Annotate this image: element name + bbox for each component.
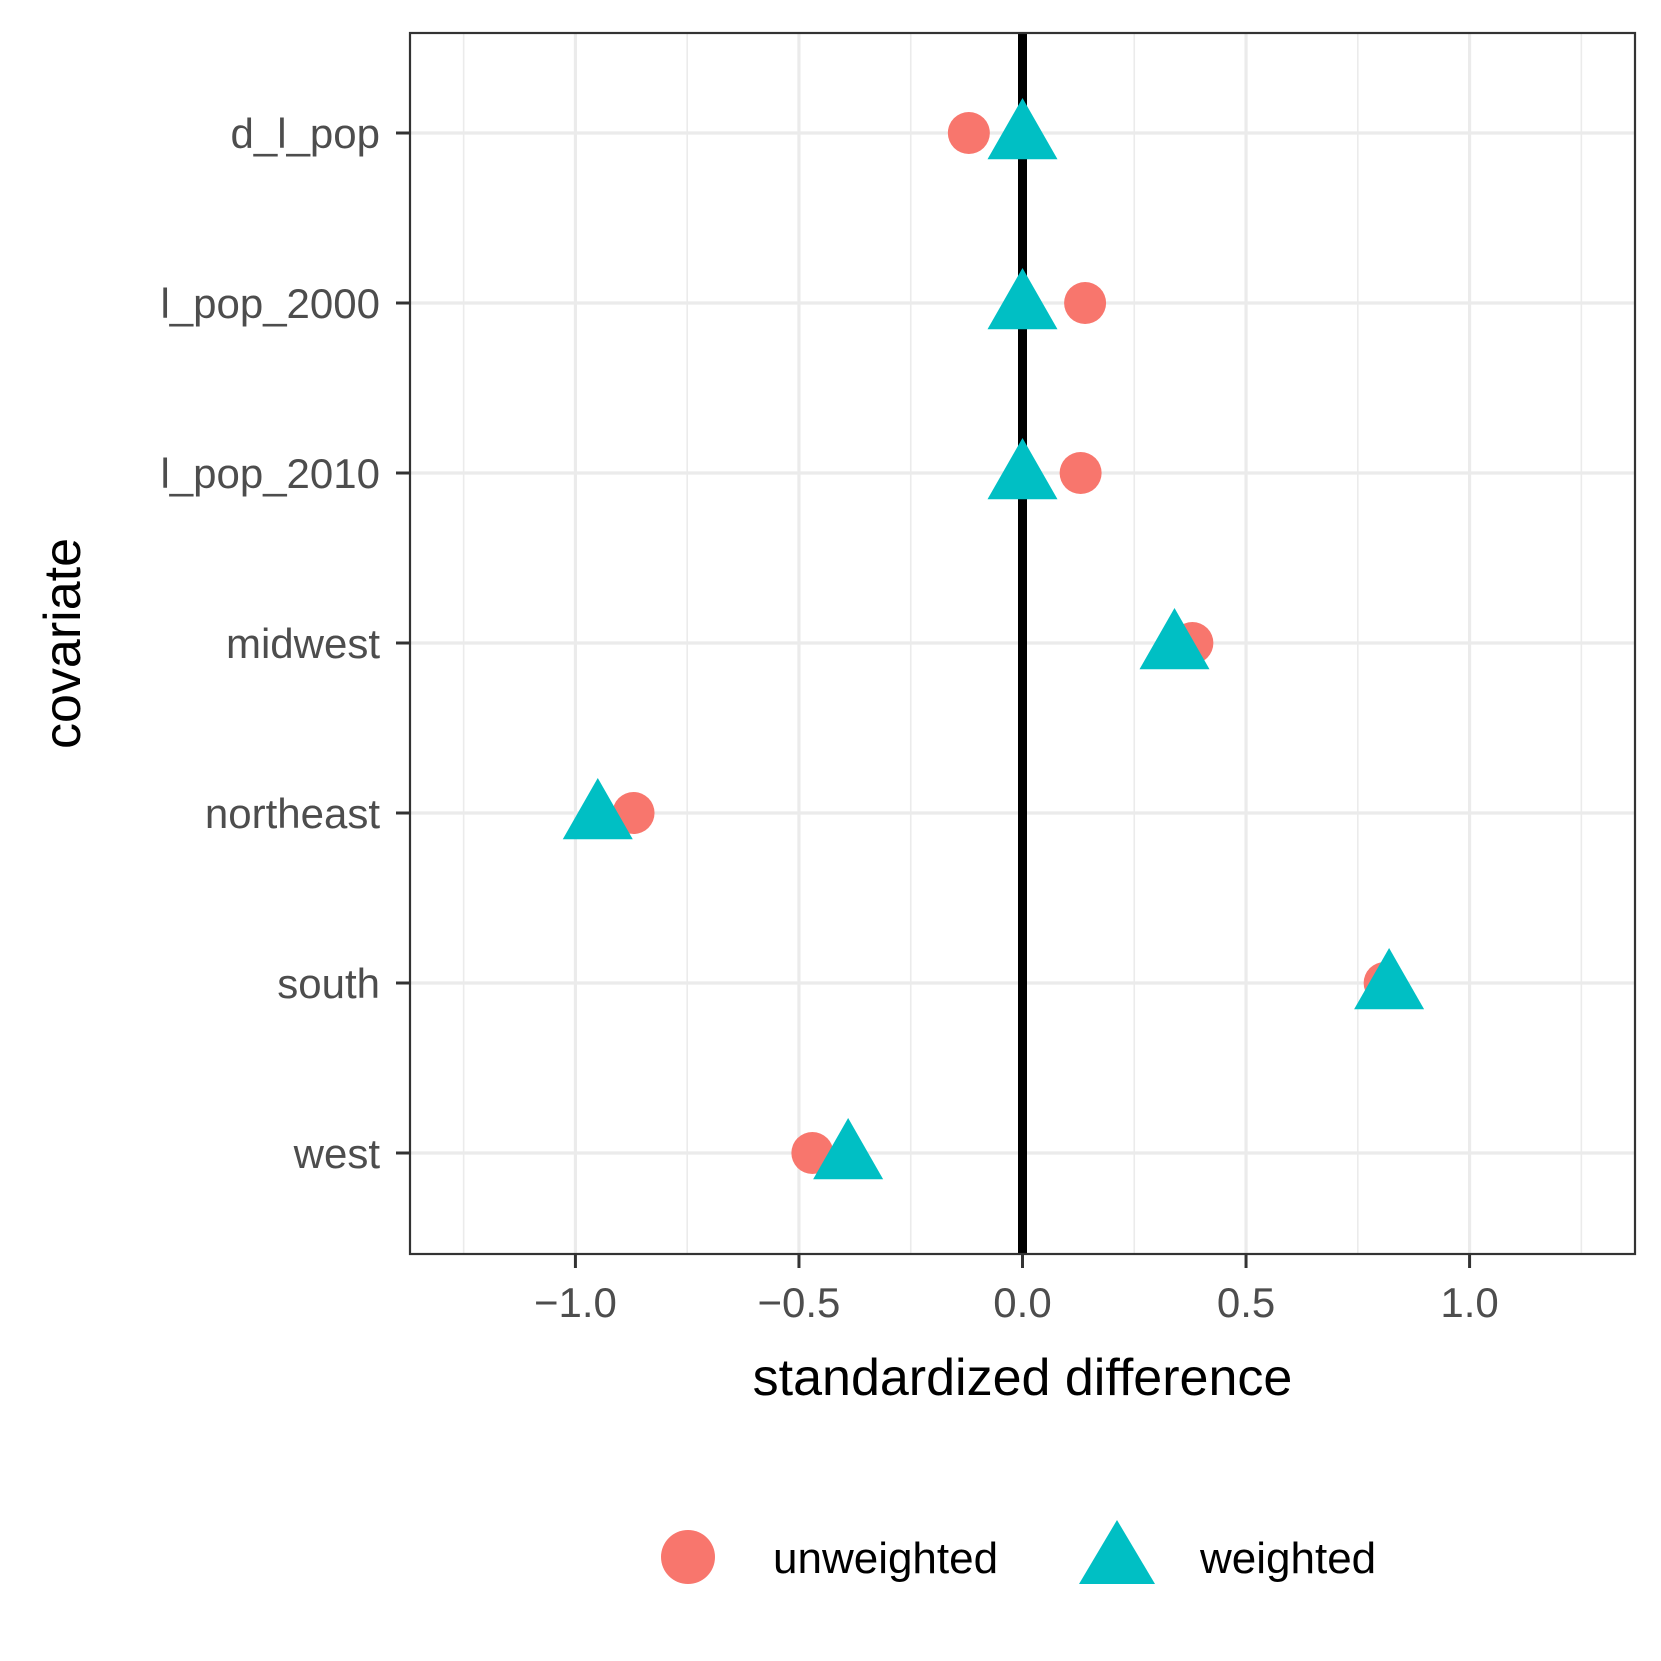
point-weighted-northeast: [562, 778, 633, 840]
legend-label-weighted: weighted: [1199, 1534, 1376, 1583]
data-points: [562, 98, 1425, 1180]
point-weighted-south: [1354, 948, 1425, 1010]
x-tick-label: 0.5: [1217, 1279, 1275, 1326]
point-unweighted-d_l_pop: [947, 112, 990, 154]
x-tick-label: 1.0: [1440, 1279, 1498, 1326]
y-tick-label: l_pop_2010: [160, 450, 380, 497]
y-tick-label: south: [277, 960, 380, 1007]
point-weighted-midwest: [1139, 608, 1210, 670]
y-tick-label: d_l_pop: [231, 110, 380, 157]
point-unweighted-l_pop_2010: [1059, 452, 1102, 494]
point-weighted-l_pop_2010: [987, 438, 1058, 500]
y-tick-label: l_pop_2000: [160, 280, 380, 327]
point-weighted-west: [813, 1118, 884, 1180]
x-tick-label: −0.5: [757, 1279, 840, 1326]
y-axis-title: covariate: [34, 538, 92, 749]
y-tick-label: west: [293, 1130, 381, 1177]
legend-key-weighted: [1079, 1520, 1155, 1584]
x-tick-label: 0.0: [993, 1279, 1051, 1326]
point-weighted-d_l_pop: [987, 98, 1058, 160]
x-axis-title: standardized difference: [753, 1349, 1293, 1407]
point-weighted-l_pop_2000: [987, 268, 1058, 330]
legend-key-unweighted: [661, 1530, 715, 1584]
x-tick-label: −1.0: [534, 1279, 617, 1326]
point-unweighted-l_pop_2000: [1064, 282, 1107, 324]
legend-label-unweighted: unweighted: [773, 1534, 998, 1583]
legend: unweighted weighted: [661, 1520, 1376, 1584]
y-tick-label: midwest: [226, 620, 380, 667]
y-tick-label: northeast: [205, 790, 380, 837]
x-axis-ticks: −1.0 −0.5 0.0 0.5 1.0: [534, 1254, 1499, 1326]
